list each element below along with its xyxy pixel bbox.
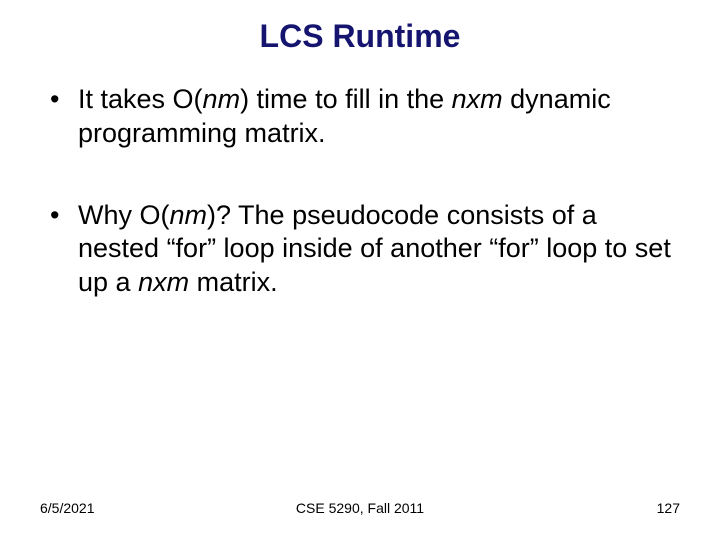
slide-container: LCS Runtime • It takes O(nm) time to fil… [0, 0, 720, 540]
slide-title: LCS Runtime [40, 18, 680, 55]
bullet-item: • It takes O(nm) time to fill in the nxm… [50, 83, 680, 151]
bullet-marker: • [50, 83, 78, 117]
bullet-marker: • [50, 199, 78, 233]
footer-date: 6/5/2021 [40, 500, 95, 516]
bullet-item: • Why O(nm)? The pseudocode consists of … [50, 199, 680, 300]
slide-footer: 6/5/2021 CSE 5290, Fall 2011 127 [40, 500, 680, 516]
bullet-text: It takes O(nm) time to fill in the nxm d… [78, 83, 680, 151]
footer-course: CSE 5290, Fall 2011 [296, 500, 424, 516]
bullet-text: Why O(nm)? The pseudocode consists of a … [78, 199, 680, 300]
slide-body: • It takes O(nm) time to fill in the nxm… [40, 83, 680, 300]
footer-page-number: 127 [657, 500, 680, 516]
